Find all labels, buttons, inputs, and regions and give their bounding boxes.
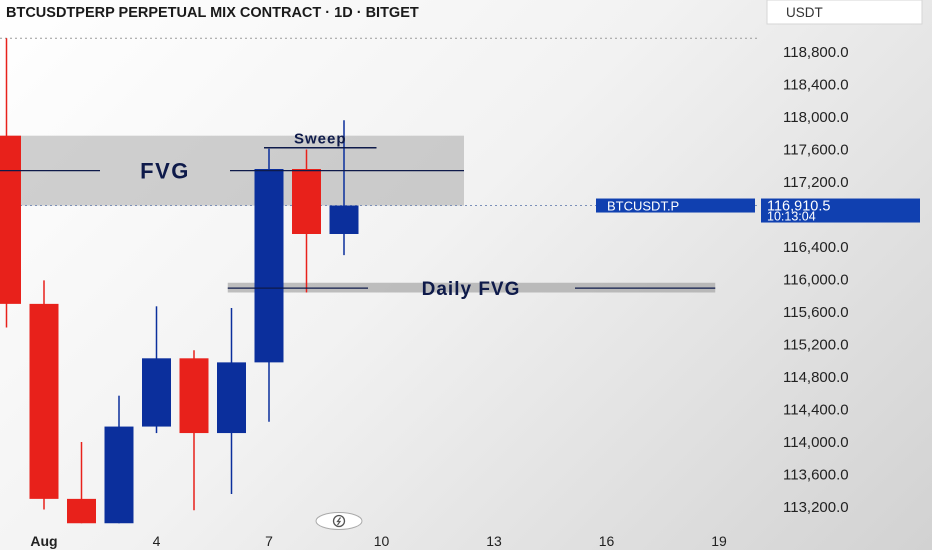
candle-3 <box>104 395 134 524</box>
y-tick-label-2: 118,000.0 <box>783 109 849 126</box>
candle-8 <box>292 149 321 293</box>
y-tick-label-13: 113,200.0 <box>783 499 849 516</box>
candle-body <box>0 135 21 304</box>
y-tick-label-8: 115,200.0 <box>783 337 849 354</box>
symbol-label: BTCUSDT.P <box>607 199 679 214</box>
sweep-label: Sweep <box>294 131 347 148</box>
daily-fvg-zone <box>227 282 716 293</box>
y-tick-label-7: 115,600.0 <box>783 304 849 321</box>
x-tick-label-4: 13 <box>486 533 502 549</box>
x-tick-label-0: Aug <box>30 533 57 549</box>
candle-5 <box>179 350 209 511</box>
x-tick-label-2: 7 <box>265 533 273 549</box>
candle-6 <box>217 307 246 494</box>
x-tick-label-3: 10 <box>374 533 390 549</box>
candle-body <box>104 426 134 524</box>
current-price-label: 116,910.5 <box>767 199 830 215</box>
currency-selector[interactable] <box>766 0 923 25</box>
candle-body <box>179 358 209 434</box>
candles-layer <box>0 38 359 524</box>
currency-label[interactable]: USDT <box>786 5 823 20</box>
candle-7 <box>254 148 284 422</box>
symbol-badge <box>596 198 755 213</box>
candle-body <box>329 205 359 234</box>
candle-body <box>142 358 171 427</box>
candle-body <box>217 362 246 434</box>
candle-body <box>29 303 59 499</box>
current-price-badge <box>761 198 920 223</box>
candle-body <box>292 169 321 234</box>
annotation-layer: FVG Daily FVG Sweep <box>0 131 716 300</box>
fvg-label: FVG <box>140 159 190 184</box>
axis-layer: 118,800.0 118,400.0 118,000.0 117,600.0 117,… <box>30 44 920 549</box>
y-tick-label-9: 114,800.0 <box>783 369 849 386</box>
x-tick-label-1: 4 <box>153 533 161 549</box>
candle-body <box>254 169 284 363</box>
y-tick-label-1: 118,400.0 <box>783 77 849 94</box>
candle-9 <box>329 120 359 256</box>
countdown-label: 10:13:04 <box>767 210 816 224</box>
chart-title: BTCUSDTPERP PERPETUAL MIX CONTRACT · 1D … <box>6 5 419 21</box>
y-tick-label-0: 118,800.0 <box>783 44 849 61</box>
x-tick-label-5: 16 <box>599 533 615 549</box>
y-tick-label-11: 114,000.0 <box>783 434 849 451</box>
candle-2 <box>67 442 96 524</box>
x-tick-label-6: 19 <box>711 533 727 549</box>
candle-0 <box>0 38 21 328</box>
candle-4 <box>142 306 171 434</box>
y-tick-label-6: 116,000.0 <box>783 272 849 289</box>
y-tick-label-12: 113,600.0 <box>783 467 849 484</box>
y-tick-label-5: 116,400.0 <box>783 239 849 256</box>
daily-fvg-label: Daily FVG <box>422 279 521 300</box>
y-tick-label-3: 117,600.0 <box>783 142 849 159</box>
lightning-icon[interactable] <box>315 512 363 530</box>
candle-body <box>67 498 96 524</box>
y-tick-label-4: 117,200.0 <box>783 174 849 191</box>
candle-1 <box>29 280 59 510</box>
y-tick-label-10: 114,400.0 <box>783 402 849 419</box>
